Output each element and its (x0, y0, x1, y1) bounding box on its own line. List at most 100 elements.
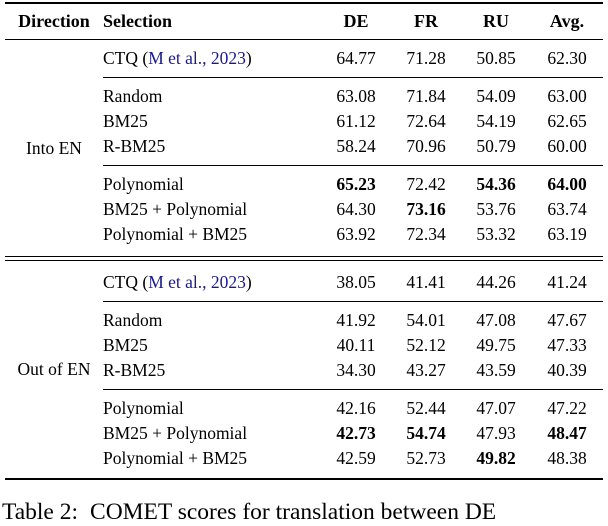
selection-cell: R-BM25 (103, 134, 321, 166)
score-cell: 40.11 (336, 335, 376, 355)
score-cell: 47.08 (476, 310, 516, 330)
table-caption: Table 2: COMET scores for translation bet… (2, 498, 608, 526)
selection-cell: R-BM25 (103, 358, 321, 390)
score-cell: 42.16 (336, 398, 376, 418)
table-row: Polynomial + BM25 42.59 52.73 49.82 48.38 (5, 446, 603, 479)
score-cell: 47.67 (547, 310, 587, 330)
table-body: Into EN CTQ (M et al., 2023) 64.77 71.28 50.… (5, 39, 603, 480)
table-row: Out of EN CTQ (M et al., 2023) 38.05 41.41 4… (5, 260, 603, 379)
score-cell: 43.59 (461, 358, 531, 390)
score-cell: 48.47 (547, 423, 587, 443)
table-row: Polynomial 42.16 52.44 47.07 47.22 (5, 390, 603, 422)
score-cell: 63.00 (547, 86, 587, 106)
score-cell: 34.30 (321, 358, 391, 390)
score-cell: 41.92 (336, 310, 376, 330)
score-cell: 47.22 (547, 398, 587, 418)
score-cell: 52.12 (406, 335, 446, 355)
score-cell: 63.92 (336, 224, 376, 244)
selection-cell: BM25 + Polynomial (103, 423, 248, 443)
selection-cell: CTQ (M et al., 2023) (103, 39, 321, 78)
selection-cell: Polynomial (103, 398, 184, 418)
selection-cell: Polynomial (103, 174, 184, 194)
score-cell: 43.27 (391, 358, 461, 390)
citation-link[interactable]: M et al., 2023 (148, 272, 246, 292)
col-header-de: DE (321, 3, 391, 40)
score-cell: 72.64 (406, 111, 446, 131)
score-cell: 41.41 (391, 260, 461, 302)
col-header-selection: Selection (103, 3, 321, 40)
score-cell: 63.08 (336, 86, 376, 106)
score-cell: 54.36 (476, 174, 516, 194)
col-header-ru: RU (461, 3, 531, 40)
direction-cell: Out of EN (17, 359, 91, 379)
score-cell: 44.26 (461, 260, 531, 302)
col-header-avg: Avg. (531, 3, 603, 40)
selection-cell: CTQ (M et al., 2023) (103, 260, 321, 302)
table-row: Polynomial 65.23 72.42 54.36 64.00 (5, 166, 603, 198)
score-cell: 54.09 (476, 86, 516, 106)
selection-cell: Random (103, 310, 163, 330)
score-cell: 63.74 (547, 199, 587, 219)
score-cell: 47.33 (547, 335, 587, 355)
score-cell: 47.93 (476, 423, 516, 443)
direction-cell: Into EN (26, 137, 82, 158)
table-row: Random 41.92 54.01 47.08 47.67 (5, 302, 603, 334)
table-row: Into EN CTQ (M et al., 2023) 64.77 71.28 50.… (5, 39, 603, 158)
results-table: Direction Selection DE FR RU Avg. Into E… (5, 2, 603, 480)
score-cell: 71.84 (406, 86, 446, 106)
score-cell: 64.00 (547, 174, 587, 194)
score-cell: 53.32 (476, 224, 516, 244)
score-cell: 72.42 (406, 174, 446, 194)
score-cell: 71.28 (391, 39, 461, 78)
score-cell: 65.23 (336, 174, 376, 194)
score-cell: 60.00 (531, 134, 603, 166)
selection-cell: Polynomial + BM25 (103, 224, 248, 244)
table-row: BM25 + Polynomial 42.73 54.74 47.93 48.47 (5, 421, 603, 446)
table-row: BM25 + Polynomial 64.30 73.16 53.76 63.74 (5, 197, 603, 222)
header-row: Direction Selection DE FR RU Avg. (5, 3, 603, 40)
selection-cell: Polynomial + BM25 (103, 448, 248, 468)
score-cell: 62.65 (547, 111, 587, 131)
score-cell: 54.01 (406, 310, 446, 330)
double-rule-separator (5, 256, 603, 261)
selection-cell: BM25 + Polynomial (103, 199, 248, 219)
score-cell: 50.85 (461, 39, 531, 78)
score-cell: 50.79 (461, 134, 531, 166)
score-cell: 54.74 (406, 423, 446, 443)
score-cell: 70.96 (391, 134, 461, 166)
selection-cell: BM25 (103, 335, 148, 355)
score-cell: 62.30 (531, 39, 603, 78)
table-row: R-BM25 34.30 43.27 43.59 40.39 (5, 358, 603, 390)
score-cell: 58.24 (321, 134, 391, 166)
selection-cell: BM25 (103, 111, 148, 131)
table-row: R-BM25 58.24 70.96 50.79 60.00 (5, 134, 603, 166)
score-cell: 41.24 (531, 260, 603, 302)
score-cell: 47.07 (476, 398, 516, 418)
score-cell: 72.34 (406, 224, 446, 244)
table-row: BM25 40.11 52.12 49.75 47.33 (5, 333, 603, 358)
table-row: BM25 61.12 72.64 54.19 62.65 (5, 109, 603, 134)
table-row: Random 63.08 71.84 54.09 63.00 (5, 78, 603, 110)
score-cell: 73.16 (406, 199, 446, 219)
score-cell: 49.75 (476, 335, 516, 355)
col-header-direction: Direction (5, 3, 103, 40)
score-cell: 52.73 (406, 448, 446, 468)
caption-label: Table 2: (2, 499, 79, 525)
score-cell: 63.19 (547, 224, 587, 244)
score-cell: 53.76 (476, 199, 516, 219)
score-cell: 42.73 (336, 423, 376, 443)
score-cell: 42.59 (336, 448, 376, 468)
score-cell: 49.82 (476, 448, 516, 468)
score-cell: 48.38 (547, 448, 587, 468)
score-cell: 54.19 (476, 111, 516, 131)
score-cell: 61.12 (336, 111, 376, 131)
selection-cell: Random (103, 86, 163, 106)
citation-link[interactable]: M et al., 2023 (148, 48, 246, 68)
score-cell: 52.44 (406, 398, 446, 418)
score-cell: 64.30 (336, 199, 376, 219)
caption-text: COMET scores for translation between DE (90, 499, 497, 525)
col-header-fr: FR (391, 3, 461, 40)
table-row: Polynomial + BM25 63.92 72.34 53.32 63.19 (5, 222, 603, 257)
score-cell: 64.77 (321, 39, 391, 78)
score-cell: 38.05 (321, 260, 391, 302)
